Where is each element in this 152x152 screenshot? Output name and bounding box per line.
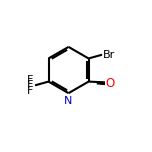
Text: F: F bbox=[26, 75, 33, 85]
Text: N: N bbox=[64, 96, 73, 106]
Text: O: O bbox=[106, 77, 115, 90]
Text: F: F bbox=[26, 86, 33, 96]
Text: Br: Br bbox=[103, 50, 115, 60]
Text: F: F bbox=[26, 80, 33, 90]
